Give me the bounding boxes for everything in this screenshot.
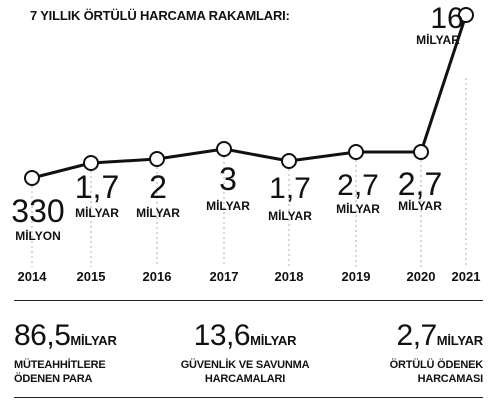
value-unit-label: MİLYAR	[75, 205, 119, 220]
line-chart: 2014 2015 2016 2017 2018 2019 2020 2021 330MİLYO…	[11, 2, 481, 284]
value-unit-label: MİLYAR	[336, 201, 380, 216]
value-label: 330	[11, 193, 64, 229]
stat-label: ÖRTÜLÜ ÖDENEK HARCAMASI	[389, 358, 484, 386]
value-label: 2	[149, 169, 167, 205]
year-label: 2015	[77, 269, 106, 284]
value-label: 2,7	[337, 169, 379, 202]
year-label: 2021	[452, 269, 481, 284]
year-label: 2016	[143, 269, 172, 284]
data-point	[348, 144, 364, 160]
chart-title: 7 YILLIK ÖRTÜLÜ HARCAMA RAKAMLARI:	[30, 8, 290, 23]
stat-label-line: MÜTEAHHİTLERE	[14, 359, 106, 371]
year-label: 2020	[407, 269, 436, 284]
stat-value: 2,7	[396, 319, 438, 352]
value-unit-label: MİLYAR	[268, 208, 312, 223]
stat-label-line: HARCAMASI	[417, 373, 484, 385]
value-unit-label: MİLYAR	[416, 32, 460, 47]
value-unit-label: MİLYAR	[398, 198, 442, 213]
series-line	[31, 14, 468, 180]
stat-unit: MİLYAR	[70, 333, 117, 348]
data-point	[216, 141, 232, 157]
data-point	[458, 7, 474, 23]
stat-label-line: ÖRTÜLÜ ÖDENEK	[389, 359, 484, 371]
stat-value: 13,6	[193, 319, 251, 352]
value-unit-label: MİLYAR	[136, 205, 180, 220]
stat-label-line: GÜVENLİK VE SAVUNMA	[180, 359, 310, 371]
stat-label: GÜVENLİK VE SAVUNMA HARCAMALARI	[160, 358, 330, 386]
stat-value: 86,5	[14, 319, 71, 352]
value-label: 1,7	[75, 169, 119, 205]
stat-contractors: 86,5MİLYAR MÜTEAHHİTLERE ÖDENEN PARA	[14, 320, 117, 386]
stat-security-defense: 13,6MİLYAR GÜVENLİK VE SAVUNMA HARCAMALA…	[160, 320, 330, 386]
bottom-divider	[14, 397, 483, 398]
value-label: 16	[430, 2, 463, 35]
data-point	[413, 144, 429, 160]
stat-label: MÜTEAHHİTLERE ÖDENEN PARA	[14, 358, 117, 386]
value-unit-label: MİLYAR	[206, 198, 250, 213]
value-label: 2,7	[398, 166, 442, 202]
stat-unit: MİLYAR	[250, 333, 297, 348]
top-divider	[14, 300, 483, 301]
value-unit-label: MİLYON	[15, 228, 61, 243]
year-label: 2018	[275, 269, 304, 284]
data-point	[24, 170, 40, 186]
stat-label-line: HARCAMALARI	[204, 373, 286, 385]
year-label: 2017	[210, 269, 239, 284]
data-point	[83, 155, 99, 171]
year-label: 2019	[342, 269, 371, 284]
summary-stats: 86,5MİLYAR MÜTEAHHİTLERE ÖDENEN PARA 13,…	[0, 300, 497, 402]
stat-discretionary-fund: 2,7MİLYAR ÖRTÜLÜ ÖDENEK HARCAMASI	[389, 319, 484, 386]
data-point	[281, 153, 297, 169]
stat-label-line: ÖDENEN PARA	[14, 373, 93, 385]
year-label: 2014	[18, 269, 48, 284]
stat-unit: MİLYAR	[436, 333, 483, 348]
value-label: 3	[219, 161, 237, 197]
data-point	[149, 151, 165, 167]
value-label: 1,7	[269, 172, 311, 205]
